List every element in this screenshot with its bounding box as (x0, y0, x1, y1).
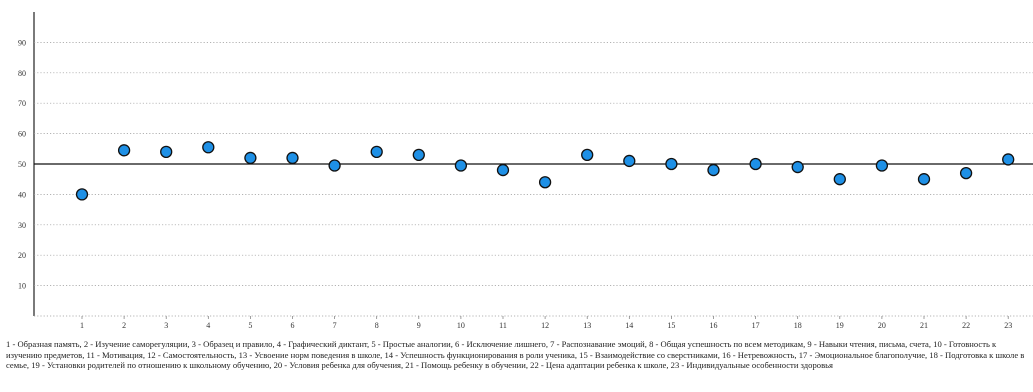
data-point-2 (117, 144, 131, 157)
x-tick-label-8: 8 (375, 321, 379, 330)
y-tick-label-40: 40 (18, 190, 26, 199)
data-point-1 (75, 188, 89, 201)
y-tick-label-10: 10 (18, 282, 26, 291)
x-tick-label-4: 4 (206, 321, 210, 330)
data-point-15 (665, 157, 678, 171)
data-point-5 (244, 151, 257, 165)
y-tick-label-90: 90 (18, 38, 26, 47)
y-tick-label-20: 20 (18, 251, 26, 260)
x-tick-label-14: 14 (625, 321, 633, 330)
x-tick-label-15: 15 (667, 321, 675, 330)
x-tick-label-13: 13 (583, 321, 591, 330)
chart-area: 10 20 30 40 50 60 70 80 90 1 2 3 4 5 6 7 8 9 10 11 12 13 14 15 1… (18, 12, 1033, 330)
x-tick-label-3: 3 (164, 321, 168, 330)
data-point-14 (623, 154, 636, 168)
x-tick-label-20: 20 (878, 321, 886, 330)
data-point-20 (875, 159, 889, 172)
data-point-11 (496, 163, 510, 177)
data-point-17 (749, 157, 762, 171)
data-point-21 (917, 173, 931, 186)
y-tick-label-30: 30 (18, 221, 26, 230)
x-tick-label-16: 16 (710, 321, 718, 330)
data-point-10 (454, 159, 468, 172)
data-point-9 (412, 148, 425, 162)
y-tick-label-80: 80 (18, 69, 26, 78)
data-point-18 (791, 160, 804, 174)
y-tick-label-50: 50 (18, 160, 26, 169)
x-tick-label-9: 9 (417, 321, 421, 330)
x-tick-label-2: 2 (122, 321, 126, 330)
x-tick-label-21: 21 (920, 321, 928, 330)
data-point-8 (370, 145, 383, 158)
data-point-16 (707, 163, 720, 177)
data-point-13 (581, 148, 594, 162)
y-tick-label-70: 70 (18, 99, 26, 108)
x-tick-label-10: 10 (457, 321, 465, 330)
x-tick-label-1: 1 (80, 321, 84, 330)
x-tick-label-12: 12 (541, 321, 549, 330)
data-point-4 (202, 141, 215, 154)
data-point-23 (1002, 153, 1015, 166)
data-point-6 (286, 151, 299, 165)
x-tick-label-23: 23 (1004, 321, 1012, 330)
x-tick-label-18: 18 (794, 321, 802, 330)
x-tick-label-22: 22 (962, 321, 970, 330)
x-tick-label-7: 7 (333, 321, 337, 330)
x-tick-label-6: 6 (291, 321, 295, 330)
data-point-12 (538, 176, 552, 189)
data-point-22 (959, 166, 973, 180)
x-tick-label-11: 11 (499, 321, 507, 330)
data-point-19 (833, 173, 846, 186)
x-tick-label-17: 17 (752, 321, 760, 330)
y-tick-label-60: 60 (18, 130, 26, 139)
data-point-7 (328, 159, 341, 172)
x-tick-label-5: 5 (248, 321, 252, 330)
data-point-3 (160, 145, 173, 158)
category-legend: 1 - Образная память, 2 - Изучение саморе… (6, 339, 1025, 371)
x-tick-label-19: 19 (836, 321, 844, 330)
